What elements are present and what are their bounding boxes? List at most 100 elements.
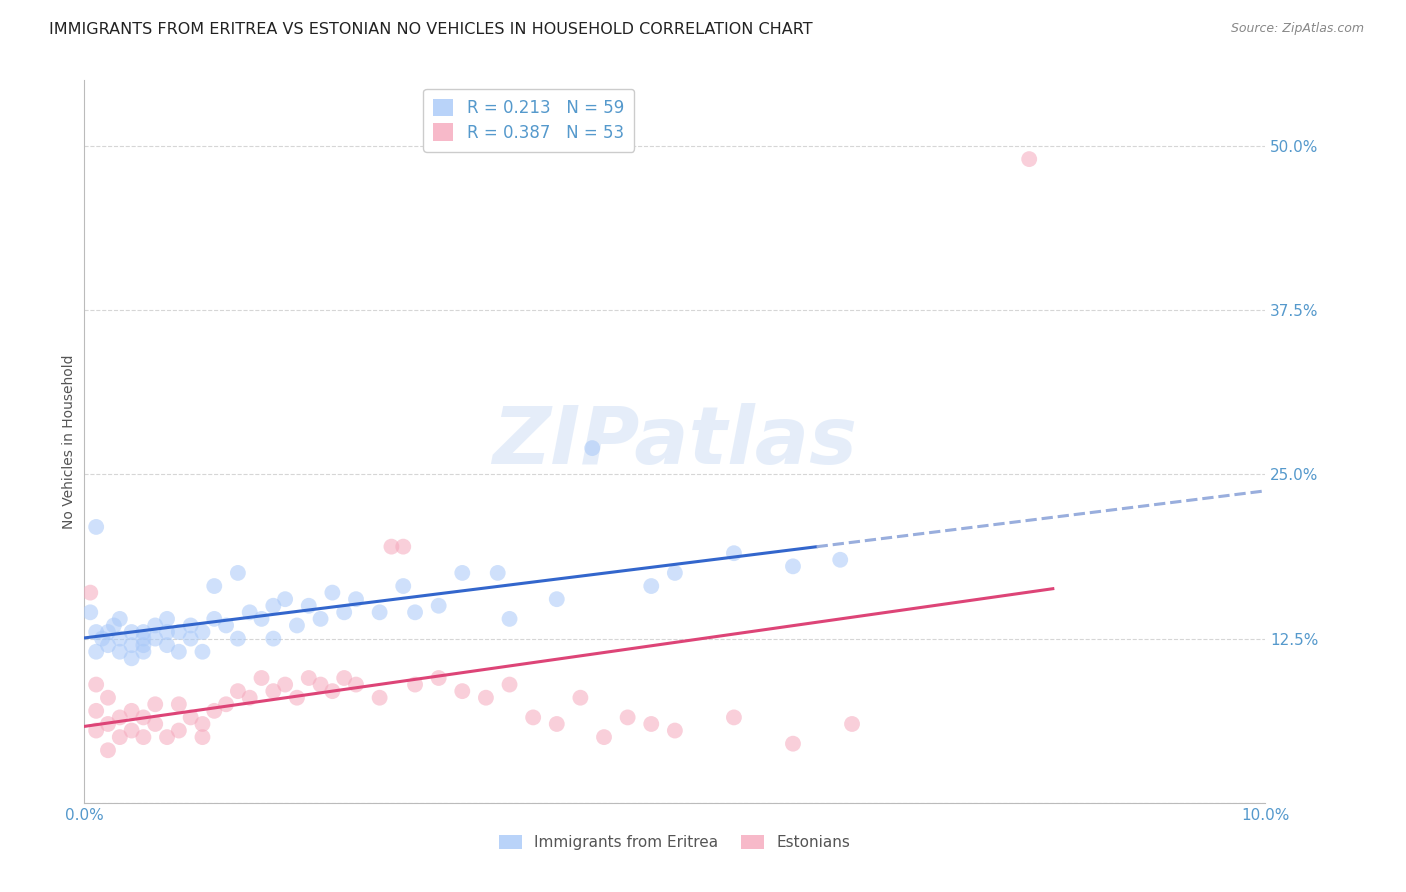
Point (97, 743, 120, 757)
Point (191, 625, 214, 640)
Point (202, 612, 225, 626)
Point (191, 717, 214, 731)
Point (250, 671, 273, 685)
Point (392, 540, 415, 554)
Point (97, 638, 120, 652)
Point (156, 638, 179, 652)
Point (84, 704, 107, 718)
Text: ZIPatlas: ZIPatlas (492, 402, 858, 481)
Point (215, 618, 238, 632)
Point (841, 717, 863, 731)
Point (84, 645, 107, 659)
Point (321, 585, 343, 599)
Point (321, 684, 343, 698)
Point (143, 618, 166, 632)
Point (309, 677, 332, 691)
Point (239, 690, 262, 705)
Point (143, 698, 166, 712)
Text: IMMIGRANTS FROM ERITREA VS ESTONIAN NO VEHICLES IN HOUSEHOLD CORRELATION CHART: IMMIGRANTS FROM ERITREA VS ESTONIAN NO V… (49, 22, 813, 37)
Point (84, 520, 107, 534)
Point (723, 546, 745, 560)
Point (344, 677, 367, 691)
Point (108, 645, 131, 659)
Point (522, 710, 544, 724)
Point (368, 690, 391, 705)
Text: Source: ZipAtlas.com: Source: ZipAtlas.com (1230, 22, 1364, 36)
Point (121, 723, 143, 738)
Point (498, 612, 520, 626)
Point (262, 632, 284, 646)
Point (298, 671, 321, 685)
Point (97, 690, 120, 705)
Point (202, 704, 225, 718)
Point (616, 710, 638, 724)
Point (486, 566, 509, 580)
Point (156, 612, 179, 626)
Point (79, 585, 101, 599)
Point (191, 645, 214, 659)
Point (640, 579, 662, 593)
Point (79, 605, 101, 619)
Point (226, 632, 249, 646)
Point (344, 592, 367, 607)
Point (274, 677, 297, 691)
Point (202, 579, 225, 593)
Point (475, 690, 498, 705)
Point (427, 599, 450, 613)
Point (546, 717, 568, 731)
Legend: R = 0.213   N = 59, R = 0.387   N = 53: R = 0.213 N = 59, R = 0.387 N = 53 (423, 88, 634, 152)
Point (156, 730, 179, 744)
Point (167, 625, 190, 640)
Point (451, 566, 474, 580)
Point (108, 632, 131, 646)
Point (640, 717, 662, 731)
Point (97, 625, 120, 640)
Point (664, 723, 686, 738)
Point (333, 605, 356, 619)
Point (262, 599, 284, 613)
Point (132, 632, 155, 646)
Point (180, 710, 202, 724)
Point (309, 612, 332, 626)
Point (91, 632, 114, 646)
Point (84, 677, 107, 691)
Point (782, 559, 804, 574)
Point (262, 684, 284, 698)
Point (132, 710, 155, 724)
Point (226, 566, 249, 580)
Point (121, 704, 143, 718)
Point (546, 592, 568, 607)
Point (191, 730, 214, 744)
Point (274, 592, 297, 607)
Point (1018, 152, 1040, 166)
Point (250, 612, 273, 626)
Point (298, 599, 321, 613)
Point (569, 690, 592, 705)
Point (156, 625, 179, 640)
Point (451, 684, 474, 698)
Point (498, 677, 520, 691)
Point (380, 540, 402, 554)
Point (404, 605, 426, 619)
Point (180, 618, 202, 632)
Point (121, 638, 143, 652)
Point (427, 671, 450, 685)
Point (84, 625, 107, 640)
Point (593, 730, 616, 744)
Point (581, 441, 603, 455)
Point (368, 605, 391, 619)
Point (830, 553, 852, 567)
Point (215, 698, 238, 712)
Point (333, 671, 356, 685)
Point (143, 632, 166, 646)
Point (108, 730, 131, 744)
Point (103, 618, 125, 632)
Point (723, 710, 745, 724)
Point (285, 690, 308, 705)
Point (121, 651, 143, 665)
Point (404, 677, 426, 691)
Point (167, 723, 190, 738)
Point (392, 579, 415, 593)
Point (132, 730, 155, 744)
Point (664, 566, 686, 580)
